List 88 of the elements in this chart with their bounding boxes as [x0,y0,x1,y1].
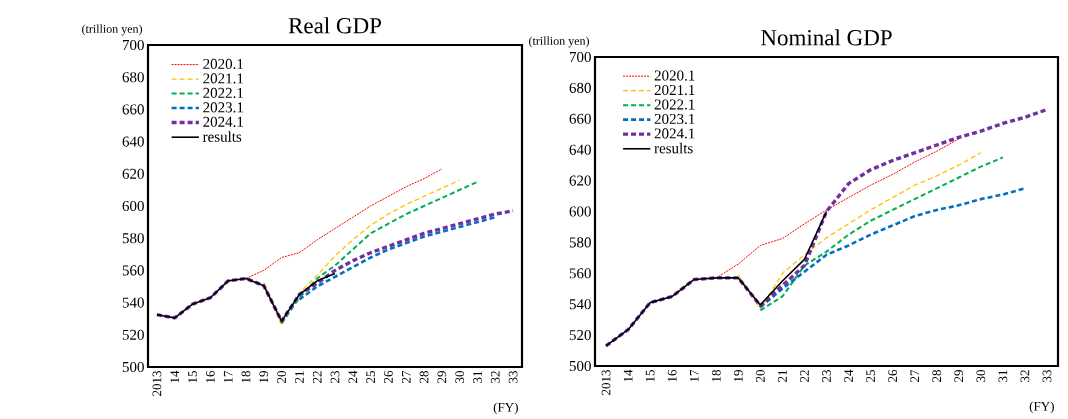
y-tick-label: 500 [569,360,591,372]
y-tick-label: 660 [569,113,591,124]
x-tick-label: 31 [473,371,482,383]
legend-label: 2023.1 [654,113,695,125]
y-tick-label: 580 [122,233,144,244]
x-tick-label: 30 [976,370,986,382]
x-tick-label: 24 [348,370,358,383]
y-tick-label: 640 [569,144,591,155]
legend-label: results [202,131,242,142]
line-series [737,152,982,310]
x-tick-label: 28 [932,370,942,382]
y-tick-label: 500 [122,361,144,373]
y-tick-label: 540 [569,299,591,310]
legend-label: 2021.1 [203,73,243,84]
legend-label: 2020.1 [203,58,243,70]
legend-label: 2020.1 [654,70,695,81]
y-tick-label: 700 [122,39,144,51]
x-tick-label: 15 [188,371,197,383]
chart-title: Nominal GDP [761,29,892,46]
x-tick-label: 25 [366,371,375,383]
x-tick-label: 21 [778,370,787,382]
line-series [155,209,515,323]
x-tick-label: 14 [170,370,180,383]
legend-label: 2024.1 [654,128,695,139]
x-tick-label: 19 [259,371,269,383]
x-tick-label: 20 [755,370,765,382]
y-tick-label: 540 [122,297,144,308]
legend-label: 2024.1 [203,116,243,127]
y-tick-label: 600 [122,200,144,212]
y-tick-label: 640 [122,136,144,147]
y-tick-label: 700 [569,51,591,63]
x-tick-label: 29 [437,371,447,383]
x-axis-title: (FY) [1029,401,1054,414]
y-axis-title: (trillion yen) [529,36,589,48]
y-tick-label: 620 [569,175,591,186]
x-tick-label: 27 [910,369,919,382]
x-tick-label: 25 [866,370,875,382]
y-axis-title: (trillion yen) [82,24,143,36]
x-tick-label: 29 [954,370,964,382]
x-tick-label: 19 [733,370,743,382]
x-tick-label: 32 [1020,370,1030,382]
x-tick-label: 15 [645,370,655,382]
x-tick-label: 23 [330,371,340,383]
y-tick-label: 560 [122,265,144,276]
x-tick-label: 21 [295,371,304,383]
x-tick-label: 14 [623,369,633,382]
y-tick-label: 600 [569,206,591,217]
legend-label: results [654,142,693,154]
x-tick-label: 17 [223,370,233,383]
x-tick-label: 2013 [601,370,611,395]
x-tick-label: 16 [205,370,215,383]
x-tick-label: 20 [277,371,286,383]
x-tick-label: 22 [312,371,322,383]
x-tick-label: 22 [800,370,809,382]
x-axis-title: (FY) [493,402,518,415]
line-series [759,187,1027,309]
line-series [156,272,336,322]
x-tick-label: 23 [822,370,831,382]
x-tick-label: 32 [490,371,500,383]
legend-label: 2022.1 [203,87,243,98]
legend-label: 2021.1 [654,84,695,96]
x-tick-label: 27 [401,370,411,383]
line-series [263,179,461,326]
x-tick-label: 17 [689,369,699,382]
x-tick-label: 18 [711,370,721,382]
y-tick-label: 560 [569,268,591,279]
x-tick-label: 26 [384,370,393,383]
x-tick-label: 26 [888,369,898,382]
x-tick-label: 30 [455,371,465,383]
x-tick-label: 33 [508,371,518,383]
y-tick-label: 680 [122,72,144,83]
y-tick-label: 680 [569,82,591,93]
chart-title: Real GDP [288,17,382,34]
legend-label: 2022.1 [654,99,695,110]
y-tick-label: 580 [569,237,591,248]
x-tick-label: 2013 [152,371,162,396]
x-tick-label: 28 [419,371,429,383]
x-tick-label: 33 [1042,370,1052,382]
y-tick-label: 520 [569,330,591,341]
y-tick-label: 660 [122,104,144,115]
x-tick-label: 18 [241,371,251,383]
x-tick-label: 16 [667,369,677,382]
legend-label: 2023.1 [203,102,243,113]
x-tick-label: 31 [998,370,1008,382]
line-series [605,210,828,347]
y-tick-label: 620 [122,168,144,179]
y-tick-label: 520 [122,329,144,340]
x-tick-label: 24 [844,369,853,382]
